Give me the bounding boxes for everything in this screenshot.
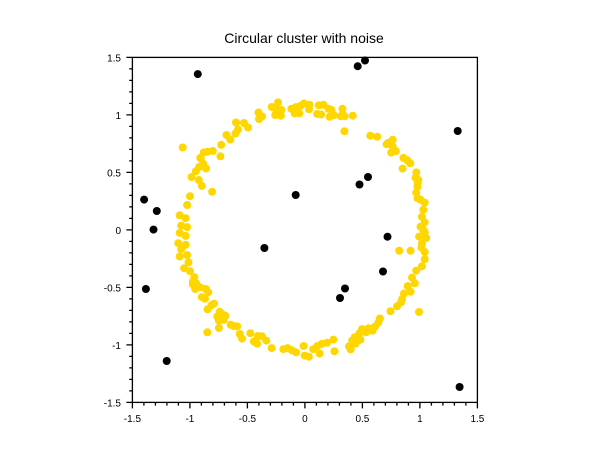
svg-text:-1.5: -1.5 [124,414,142,425]
svg-text:-1: -1 [112,341,121,352]
svg-text:-1.5: -1.5 [104,398,122,409]
svg-text:-1: -1 [185,414,194,425]
svg-text:1: 1 [115,111,121,122]
svg-text:Circular cluster with noise: Circular cluster with noise [224,30,384,46]
svg-text:-0.5: -0.5 [104,283,122,294]
svg-text:-0.5: -0.5 [239,414,257,425]
svg-text:1: 1 [417,414,423,425]
svg-text:0.5: 0.5 [107,168,121,179]
svg-text:1.5: 1.5 [470,414,484,425]
svg-text:1.5: 1.5 [107,53,121,64]
svg-text:0: 0 [115,226,121,237]
svg-text:0: 0 [302,414,308,425]
svg-text:0.5: 0.5 [355,414,369,425]
